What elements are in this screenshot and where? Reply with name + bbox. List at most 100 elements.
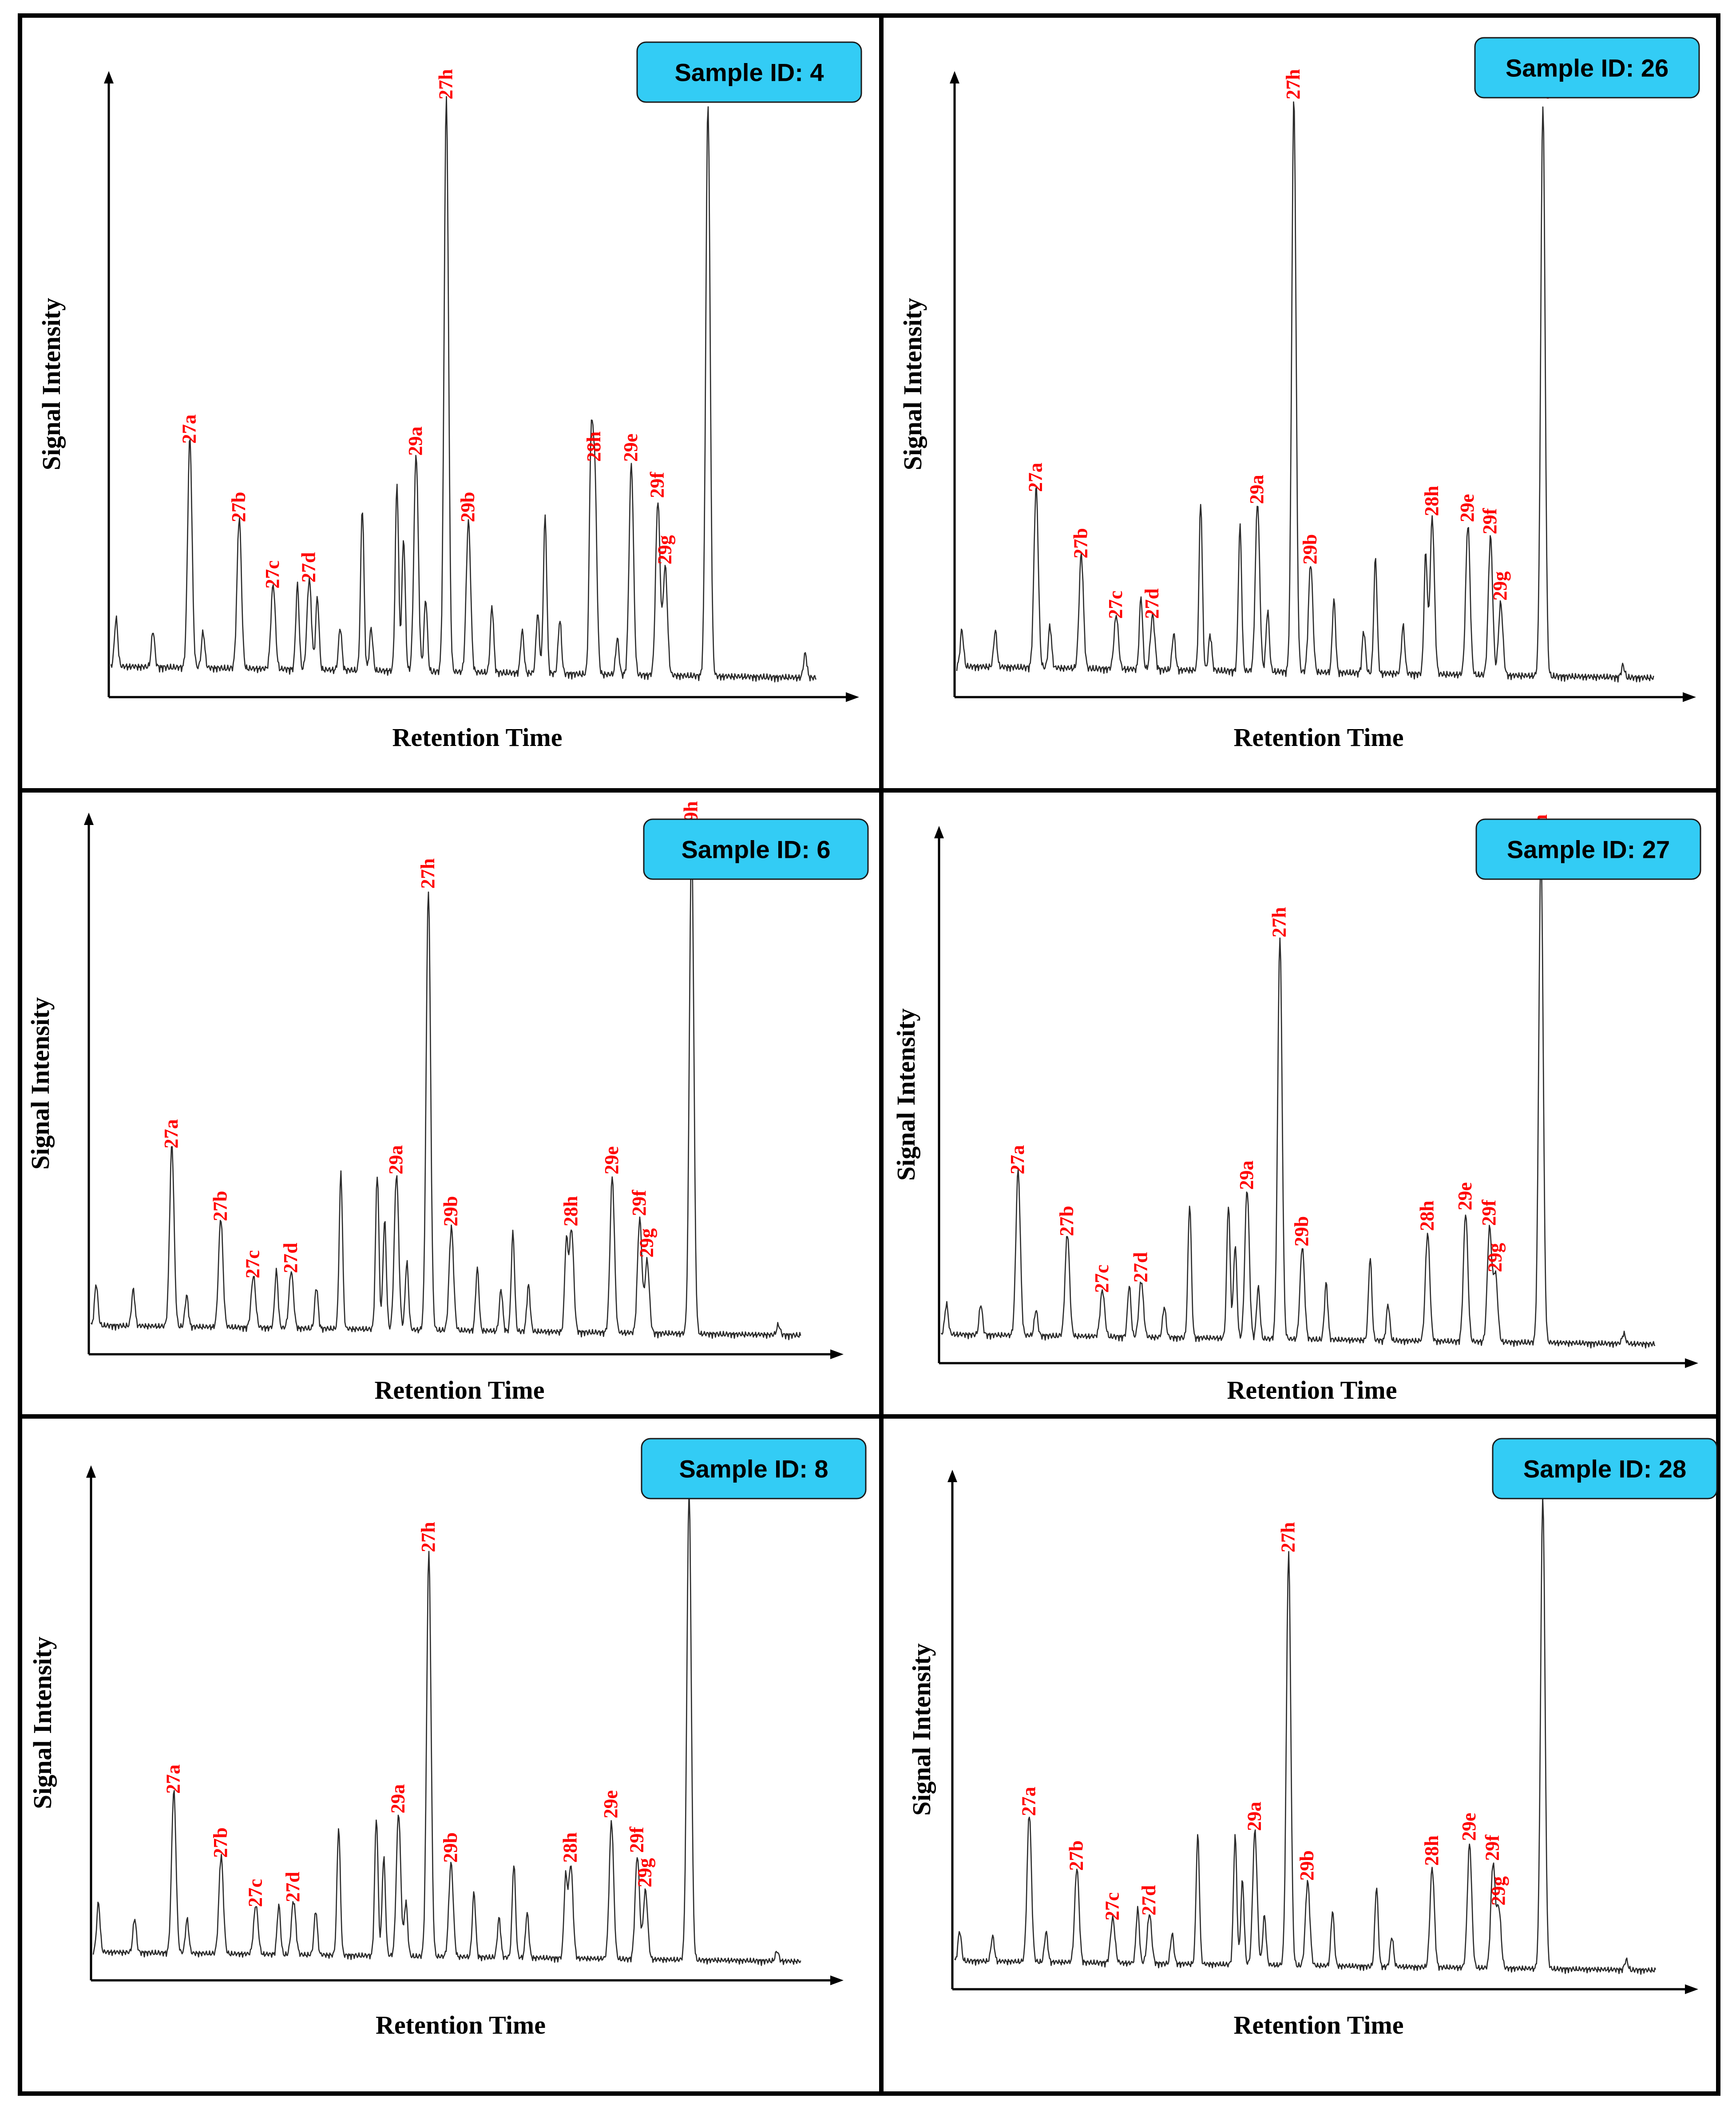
peak-label-29a: 29a (1243, 1802, 1265, 1831)
x-axis-label: Retention Time (375, 1376, 545, 1404)
sample-id-label: Sample ID: 27 (1507, 836, 1670, 864)
x-axis-arrowhead (846, 692, 859, 702)
chart-panel: Signal Intensity Retention Time 27a 27b 27c 2… (898, 37, 1700, 752)
peak-label-27c: 27c (1105, 591, 1126, 619)
sample-id-badge (1492, 1438, 1718, 1499)
peak-label-29b: 29b (457, 492, 479, 522)
y-axis-label: Signal Intensity (26, 997, 55, 1170)
peak-label-29e: 29e (1456, 494, 1478, 522)
x-axis-arrowhead (830, 1349, 844, 1359)
peak-label-27b: 27b (1070, 528, 1091, 558)
peak-label-27b: 27b (210, 1828, 231, 1858)
x-axis-arrowhead (1685, 1358, 1698, 1368)
peak-label-27a: 27a (1025, 463, 1046, 492)
peak-label-27h: 27h (1268, 907, 1290, 937)
x-axis-arrowhead (1683, 692, 1696, 702)
peak-label-28h: 28h (583, 432, 605, 462)
x-axis-label: Retention Time (376, 2011, 546, 2039)
y-axis-label: Signal Intensity (892, 1008, 920, 1181)
sample-id-badge (636, 41, 862, 103)
peak-label-29g: 29g (654, 535, 675, 564)
peak-label-29a: 29a (1236, 1161, 1257, 1190)
peak-label-27b: 27b (228, 492, 250, 522)
sample-id-label: Sample ID: 4 (674, 59, 824, 87)
peak-label-27c: 27c (1101, 1892, 1123, 1921)
y-axis-label: Signal Intensity (37, 298, 66, 470)
peak-label-27h: 27h (417, 858, 439, 888)
peak-label-29f: 29f (1479, 508, 1501, 534)
peak-label-27b: 27b (209, 1191, 231, 1221)
peak-label-29a: 29a (385, 1145, 407, 1174)
peak-label-29a: 29a (404, 426, 426, 456)
y-axis-arrowhead (934, 826, 944, 838)
peak-label-28h: 28h (1416, 1201, 1438, 1231)
sample-id-label: Sample ID: 28 (1523, 1455, 1686, 1483)
peak-label-29g: 29g (1489, 571, 1511, 601)
peak-label-27c: 27c (262, 560, 283, 589)
y-axis-label: Signal Intensity (898, 298, 927, 470)
peak-label-27d: 27d (1138, 1885, 1160, 1916)
x-axis-arrowhead (830, 1975, 844, 1985)
chart-panel: Signal Intensity Retention Time 27a 27b 27c 2… (907, 1438, 1718, 2039)
chromatogram-trace (940, 846, 1656, 1349)
peak-label-27a: 27a (162, 1765, 184, 1794)
x-axis-label: Retention Time (1234, 2011, 1404, 2039)
peak-label-29g: 29g (1487, 1876, 1509, 1906)
peak-label-27c: 27c (1091, 1265, 1113, 1293)
peak-label-27h: 27h (435, 69, 456, 99)
sample-id-badge (641, 1438, 867, 1499)
peak-label-29f: 29f (628, 1190, 650, 1216)
chromatogram-trace (110, 96, 817, 682)
peak-label-29e: 29e (620, 433, 642, 462)
peak-label-27a: 27a (160, 1119, 182, 1149)
peak-label-28h: 28h (1421, 486, 1443, 516)
peak-label-27b: 27b (1056, 1206, 1078, 1236)
chart-panel: Signal Intensity Retention Time 27a 27b 27c 2… (37, 41, 862, 752)
peak-label-28h: 28h (560, 1196, 582, 1226)
y-axis-arrowhead (950, 71, 959, 83)
peak-label-27b: 27b (1066, 1840, 1087, 1871)
peak-label-29g: 29g (636, 1228, 658, 1257)
chromatogram-trace (92, 1490, 801, 1966)
chromatogram-trace (90, 836, 801, 1341)
y-axis-arrowhead (86, 1465, 96, 1478)
chromatogram-trace (956, 101, 1654, 683)
chromatogram-trace (954, 1496, 1657, 1975)
chart-panel: Signal Intensity Retention Time 27a 27b 27c 2… (26, 801, 869, 1404)
peak-label-29b: 29b (1296, 1850, 1318, 1880)
x-axis-label: Retention Time (1234, 723, 1404, 752)
sample-id-label: Sample ID: 26 (1506, 54, 1669, 82)
x-axis-label: Retention Time (392, 723, 563, 752)
peak-label-27a: 27a (1007, 1145, 1028, 1174)
panel-frame-grid (18, 13, 1720, 2096)
peak-label-27d: 27d (1141, 588, 1163, 619)
peak-label-27c: 27c (244, 1879, 266, 1907)
peak-label-29f: 29f (1478, 1199, 1500, 1226)
peak-label-29f: 29f (626, 1826, 647, 1853)
peak-label-29e: 29e (1454, 1182, 1476, 1210)
peak-label-27d: 27d (280, 1243, 301, 1273)
chart-panel: Signal Intensity Retention Time 27a 27b 27c 2… (28, 1438, 867, 2039)
peak-label-29b: 29b (440, 1196, 462, 1226)
peak-label-29a: 29a (1246, 475, 1268, 504)
sample-id-badge (1475, 818, 1701, 880)
y-axis-label: Signal Intensity (907, 1643, 936, 1816)
peak-label-27a: 27a (1018, 1787, 1039, 1816)
peak-label-29e: 29e (601, 1146, 622, 1174)
peak-label-27a: 27a (178, 414, 200, 444)
peak-label-27d: 27d (1130, 1252, 1151, 1282)
y-axis-arrowhead (104, 71, 114, 83)
y-axis-arrowhead (84, 813, 94, 825)
peak-label-29e: 29e (1458, 1813, 1480, 1841)
chart-panel: Signal Intensity Retention Time 27a 27b 27c 2… (892, 814, 1701, 1404)
sample-id-label: Sample ID: 6 (681, 836, 830, 864)
x-axis-label: Retention Time (1227, 1376, 1397, 1404)
peak-label-29b: 29b (1299, 534, 1321, 564)
peak-label-29b: 29b (440, 1832, 461, 1863)
peak-label-27d: 27d (282, 1872, 304, 1902)
peak-label-27h: 27h (417, 1522, 439, 1552)
peak-label-29f: 29f (1482, 1834, 1503, 1861)
peak-label-27c: 27c (242, 1250, 264, 1278)
sample-id-label: Sample ID: 8 (679, 1455, 828, 1483)
